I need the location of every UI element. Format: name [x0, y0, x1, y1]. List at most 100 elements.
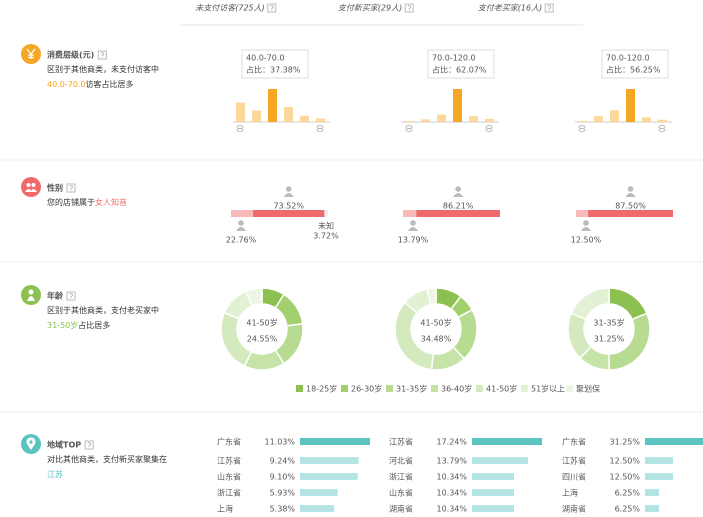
female-label: 87.50% [615, 202, 646, 211]
tooltip-box [601, 49, 669, 79]
person-icon [236, 227, 246, 231]
region-value: 11.03% [264, 438, 295, 447]
region-name: 四川省 [562, 472, 586, 482]
bar [421, 119, 430, 122]
bar-male [231, 210, 254, 217]
region-name: 湖南省 [389, 504, 413, 514]
section-title: 性别 [47, 183, 63, 193]
bar-female [588, 210, 673, 217]
donut-center-name: 41-50岁 [420, 318, 451, 328]
legend-swatch [476, 385, 483, 392]
donut-center-value: 34.48% [421, 335, 452, 344]
bar-unknown [324, 210, 328, 217]
highlight: 40.0-70.0 [47, 80, 86, 89]
region-bar [472, 473, 514, 480]
description-text: 占比居多 [78, 321, 111, 330]
bar [485, 118, 494, 122]
region-value: 9.10% [270, 473, 296, 482]
donut-segment [608, 287, 648, 321]
section-description: 对比其他商类，支付新买家聚集在江苏 [47, 452, 172, 482]
region-name: 河北省 [389, 456, 413, 466]
bar [405, 120, 414, 122]
donut-center-value: 24.55% [247, 335, 278, 344]
region-name: 江苏省 [217, 456, 241, 466]
legend-swatch [296, 385, 303, 392]
legend-label: 31-35岁 [396, 384, 427, 394]
coin-icon [485, 128, 493, 132]
help-icon [267, 3, 277, 13]
icon-glyph [26, 437, 36, 450]
person-icon [285, 186, 292, 192]
coin-icon [578, 128, 586, 132]
tooltip-range: 70.0-120.0 [432, 54, 476, 63]
help-icon-glyph [269, 5, 274, 12]
help-icon [84, 440, 94, 450]
region-value: 10.34% [436, 489, 467, 498]
bar [268, 89, 277, 122]
region-value: 17.24% [436, 438, 467, 447]
bar [578, 120, 587, 122]
bar [300, 115, 309, 122]
male-label: 13.79% [398, 236, 429, 245]
region-value: 5.38% [270, 505, 296, 514]
header-column: 未支付访客(725人) [195, 4, 265, 13]
icon-glyph [27, 296, 35, 301]
help-icon-glyph [87, 442, 92, 449]
legend-label: 聚划保 [576, 384, 600, 394]
bar-female [253, 210, 325, 217]
help-icon [66, 291, 76, 301]
help-icon-glyph [407, 5, 412, 12]
unknown-label: 3.72% [313, 232, 339, 241]
region-value: 13.79% [436, 457, 467, 466]
region-bar [300, 505, 335, 512]
icon-glyph [29, 440, 33, 444]
legend-label: 18-25岁 [306, 384, 337, 394]
region-value: 6.25% [615, 489, 641, 498]
region-bar [300, 489, 338, 496]
legend-swatch [341, 385, 348, 392]
region-name: 广东省 [562, 437, 586, 447]
tooltip-share: 占比：37.38% [246, 65, 301, 75]
person-icon [625, 193, 636, 197]
legend-swatch [566, 385, 573, 392]
description-text: 对比其他商类，支付新买家聚集在 [47, 455, 167, 464]
unknown-name: 未知 [318, 221, 334, 231]
region-name: 广东省 [217, 437, 241, 447]
bar [437, 114, 446, 122]
description-text: 访客占比居多 [85, 80, 134, 89]
region-bar [645, 489, 659, 496]
description-text: 区别于其他商类，未支付访客中 [47, 65, 159, 74]
female-label: 86.21% [443, 202, 474, 211]
person-icon [410, 220, 416, 226]
tooltip-range: 40.0-70.0 [246, 54, 285, 63]
region-bar [472, 505, 514, 512]
region-bar [472, 489, 514, 496]
icon-glyph [28, 289, 34, 295]
highlight: 女人知音 [95, 198, 127, 207]
highlight: 31-50岁 [47, 321, 79, 330]
section-description: 您的店铺属于女人知音 [47, 195, 172, 210]
bar [642, 117, 651, 122]
description-text: 区别于其他商类，支付老买家中 [47, 306, 159, 315]
region-bar [645, 438, 703, 445]
legend-label: 51岁以上 [531, 384, 565, 394]
help-icon [404, 3, 414, 13]
region-name: 浙江省 [217, 488, 241, 498]
icon-glyph [26, 48, 36, 59]
tooltip-box [241, 49, 309, 79]
region-value: 31.25% [609, 438, 640, 447]
legend-label: 36-40岁 [441, 384, 472, 394]
help-icon [66, 183, 76, 193]
region-name: 上海 [562, 488, 578, 498]
region-bar [300, 473, 358, 480]
donut-segment [244, 287, 263, 308]
region-name: 湖南省 [562, 504, 586, 514]
help-icon-glyph [547, 5, 552, 12]
section-icon [21, 177, 41, 197]
section-icon [21, 285, 41, 305]
region-name: 山东省 [217, 472, 241, 482]
male-label: 22.76% [226, 236, 257, 245]
bar-male [403, 210, 417, 217]
